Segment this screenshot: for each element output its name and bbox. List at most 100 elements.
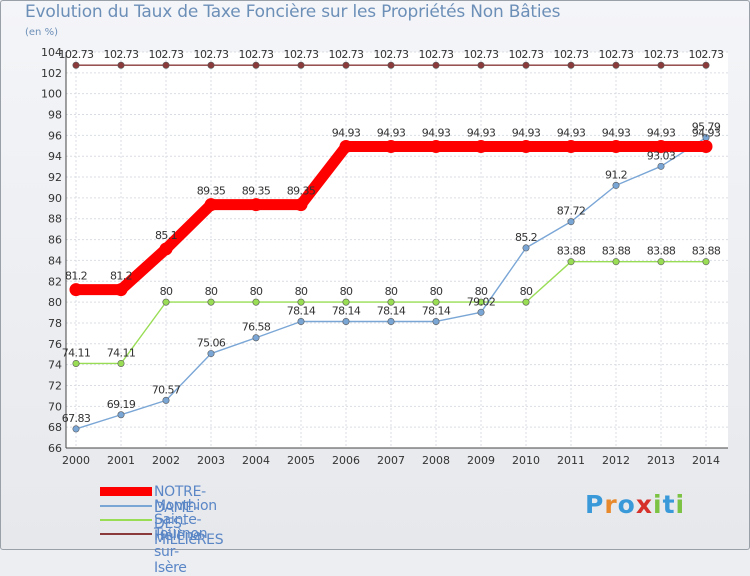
data-point: [522, 61, 530, 69]
data-point: [294, 198, 308, 212]
data-label: 83.88: [602, 245, 631, 258]
data-label: 80: [520, 285, 533, 298]
data-point: [204, 198, 218, 212]
data-point: [567, 61, 575, 69]
data-label: 80: [250, 285, 263, 298]
x-tick-label: 2005: [287, 454, 315, 467]
x-tick-label: 2013: [647, 454, 675, 467]
data-label: 94.93: [332, 127, 361, 140]
data-point: [207, 298, 215, 306]
data-point: [477, 61, 485, 69]
legend-label: NOTRE-DAME-DES-MILLIèRES: [154, 484, 224, 548]
data-point: [162, 396, 170, 404]
data-label: 102.73: [194, 48, 229, 61]
logo-letter: t: [662, 490, 676, 519]
data-label: 80: [160, 285, 173, 298]
y-tick-label: 104: [41, 46, 62, 59]
x-tick-label: 2006: [332, 454, 360, 467]
data-label: 87.72: [557, 205, 586, 218]
y-tick-label: 70: [48, 400, 62, 413]
data-point: [657, 61, 665, 69]
data-point: [207, 61, 215, 69]
logo-letter: o: [617, 490, 636, 519]
data-label: 93.03: [647, 149, 676, 162]
legend-label: Monthion: [154, 498, 217, 514]
chart-subtitle: (en %): [25, 27, 58, 38]
y-tick-label: 82: [48, 275, 62, 288]
data-point: [522, 244, 530, 252]
data-label: 78.14: [332, 304, 361, 317]
data-point: [162, 61, 170, 69]
data-label: 79.02: [467, 295, 496, 308]
x-tick-label: 2003: [197, 454, 225, 467]
x-tick-label: 2001: [107, 454, 135, 467]
legend-label: Tournon: [154, 526, 208, 542]
data-point: [609, 140, 623, 154]
y-tick-label: 98: [48, 109, 62, 122]
data-point: [297, 317, 305, 325]
x-tick-label: 2004: [242, 454, 270, 467]
data-point: [69, 283, 83, 297]
data-label: 89.35: [197, 185, 226, 198]
data-point: [297, 298, 305, 306]
data-point: [432, 61, 440, 69]
data-point: [519, 140, 533, 154]
legend-swatch: [100, 505, 152, 507]
data-point: [72, 61, 80, 69]
data-label: 81.2: [65, 270, 87, 283]
data-point: [477, 308, 485, 316]
data-label: 102.73: [374, 48, 409, 61]
data-label: 83.88: [692, 245, 721, 258]
data-label: 102.73: [59, 48, 94, 61]
data-point: [564, 140, 578, 154]
y-tick-label: 102: [41, 67, 62, 80]
data-point: [207, 350, 215, 358]
data-label: 91.2: [605, 168, 627, 181]
legend-swatch: [100, 487, 152, 496]
data-label: 95.79: [692, 121, 721, 134]
data-label: 80: [205, 285, 218, 298]
data-label: 102.73: [149, 48, 184, 61]
data-label: 94.93: [467, 127, 496, 140]
data-point: [657, 258, 665, 266]
y-tick-label: 72: [48, 379, 62, 392]
data-label: 102.73: [419, 48, 454, 61]
data-point: [252, 61, 260, 69]
line-chart: 66 68 70 72 74 76 78 80 82 84 86 88 90 92 94 96 98 100 102…: [41, 46, 728, 467]
data-label: 102.73: [509, 48, 544, 61]
data-label: 70.57: [152, 383, 181, 396]
data-label: 78.14: [422, 304, 451, 317]
y-tick-label: 88: [48, 213, 62, 226]
data-point: [522, 298, 530, 306]
data-point: [249, 198, 263, 212]
data-label: 102.73: [284, 48, 319, 61]
data-point: [339, 140, 353, 154]
legend-label: Sainte-Hélène-sur-Isère: [154, 512, 207, 576]
data-point: [699, 140, 713, 154]
series-1: [72, 134, 710, 433]
x-tick-label: 2014: [692, 454, 720, 467]
data-point: [612, 61, 620, 69]
legend-swatch: [100, 519, 152, 521]
data-label: 94.93: [422, 127, 451, 140]
data-point: [474, 140, 488, 154]
data-point: [72, 359, 80, 367]
data-point: [159, 242, 173, 256]
data-label: 85.1: [155, 229, 177, 242]
data-label: 102.73: [689, 48, 724, 61]
series-3: [72, 61, 710, 69]
data-point: [252, 334, 260, 342]
data-point: [72, 425, 80, 433]
data-point: [612, 181, 620, 189]
data-label: 94.93: [692, 127, 721, 140]
data-point: [702, 258, 710, 266]
data-point: [252, 298, 260, 306]
data-point: [612, 258, 620, 266]
data-point: [387, 298, 395, 306]
data-point: [432, 298, 440, 306]
data-label: 80: [475, 285, 488, 298]
data-label: 89.35: [287, 185, 316, 198]
data-point: [117, 359, 125, 367]
data-label: 102.73: [644, 48, 679, 61]
data-label: 102.73: [239, 48, 274, 61]
